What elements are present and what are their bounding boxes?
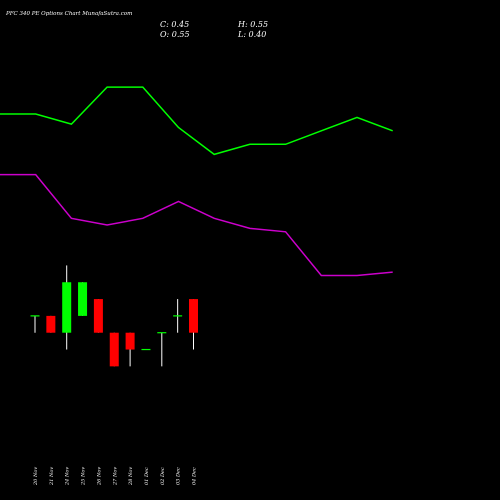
- date-tick-label: 20 Nov: [33, 467, 39, 486]
- date-tick-label: 28 Nov: [128, 467, 134, 486]
- candles-group: [30, 265, 198, 367]
- candle-body: [46, 315, 56, 333]
- date-tick-label: 24 Nov: [65, 467, 71, 486]
- high-readout: H: 0.55: [237, 20, 268, 29]
- open-readout: O: 0.55: [160, 30, 190, 39]
- chart-title: PFC 340 PE Options Chart MunafaSutra.com: [5, 11, 132, 17]
- low-readout: L: 0.40: [237, 30, 266, 39]
- upper-band-line: [0, 86, 393, 156]
- lower-band-line: [0, 173, 393, 277]
- candle-body: [189, 299, 198, 333]
- candle-body: [62, 282, 72, 333]
- date-tick-label: 27 Nov: [112, 467, 118, 486]
- candle-body: [93, 299, 103, 333]
- date-tick-label: 21 Nov: [49, 467, 55, 486]
- date-tick-label: 02 Dec: [160, 467, 166, 485]
- date-tick-label: 04 Dec: [192, 467, 198, 485]
- date-tick-label: 01 Dec: [144, 467, 150, 485]
- date-tick-label: 26 Nov: [96, 467, 102, 486]
- close-readout: C: 0.45: [160, 20, 189, 29]
- candle-body: [109, 332, 119, 367]
- date-tick-label: 03 Dec: [176, 467, 182, 485]
- candle-body: [125, 332, 135, 350]
- date-tick-label: 25 Nov: [81, 467, 87, 486]
- date-axis: 20 Nov 21 Nov 24 Nov 25 Nov 26 Nov 27 Nov 28 N…: [33, 467, 198, 486]
- candle-body: [78, 282, 88, 316]
